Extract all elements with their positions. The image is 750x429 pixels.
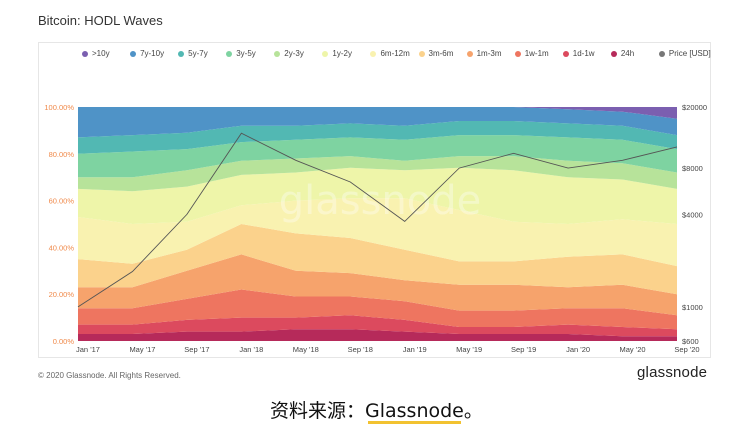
y-tick-label-left: 20.00% [49, 290, 75, 299]
legend-swatch [370, 50, 377, 57]
chart-frame [38, 42, 711, 358]
legend-label: 2y-3y [284, 49, 304, 58]
legend-item[interactable]: 1d-1w [562, 49, 595, 58]
legend-label: 3y-5y [236, 49, 256, 58]
legend-item[interactable]: >10y [82, 49, 110, 58]
x-tick-label: Jan '18 [239, 345, 263, 354]
legend-swatch [514, 50, 521, 57]
x-tick-label: May '17 [129, 345, 155, 354]
legend-item[interactable]: 24h [610, 49, 635, 58]
legend-swatch [274, 50, 281, 57]
y-axis-right: $600 $1000 $4000 $8000 $20000 [682, 103, 707, 346]
source-underline [368, 421, 461, 424]
legend-item[interactable]: 3y-5y [226, 49, 256, 58]
y-tick-label-right: $1000 [682, 303, 703, 312]
age-band-area [78, 156, 677, 192]
y-tick-label-left: 60.00% [49, 197, 75, 206]
chart-title: Bitcoin: HODL Waves [38, 13, 163, 28]
y-tick-label-left: 40.00% [49, 243, 75, 252]
legend-label: 1d-1w [572, 49, 595, 58]
chart-legend: >10y 7y-10y 5y-7y 3y-5y 2y-3y 1y-2y 6m-12m 3m-6… [82, 49, 711, 63]
price-line [77, 132, 678, 308]
y-tick-label-right: $4000 [682, 210, 703, 219]
age-band-area [78, 167, 677, 224]
legend-swatch [610, 50, 617, 57]
legend-label: Price [USD] [668, 49, 711, 58]
x-tick-label: Jan '19 [403, 345, 427, 354]
legend-item[interactable]: 6m-12m [370, 49, 410, 58]
age-band-area [78, 329, 677, 341]
y-tick-label-left: 80.00% [49, 150, 75, 159]
legend-swatch [562, 50, 569, 57]
legend-label: 5y-7y [188, 49, 208, 58]
age-band-area [78, 107, 677, 138]
age-band-area [78, 198, 677, 267]
legend-swatch [322, 50, 329, 57]
legend-swatch [82, 50, 88, 57]
x-tick-label: Sep '20 [674, 345, 699, 354]
age-band-area [78, 107, 677, 119]
legend-label: 24h [620, 49, 635, 58]
age-band-area [78, 121, 677, 154]
legend-item[interactable]: 1y-2y [322, 49, 352, 58]
x-axis: Jan '17 May '17 Sep '17 Jan '18 May '18 Sep '… [76, 345, 700, 354]
legend-swatch [178, 50, 185, 57]
x-tick-label: Jan '17 [76, 345, 100, 354]
legend-item[interactable]: 5y-7y [178, 49, 208, 58]
copyright-text: © 2020 Glassnode. All Rights Reserved. [38, 371, 181, 380]
age-band-area [78, 289, 677, 330]
y-axis-left: 0.00% 20.00% 40.00% 60.00% 80.00% 100.00% [44, 103, 74, 346]
legend-swatch [658, 50, 665, 57]
y-tick-label-right: $600 [682, 337, 699, 346]
glassnode-logo[interactable]: glassnode [637, 364, 708, 381]
y-tick-label-right: $20000 [682, 103, 707, 112]
legend-swatch [130, 50, 137, 57]
x-tick-label: May '20 [620, 345, 646, 354]
y-tick-label-left: 100.00% [44, 103, 74, 112]
legend-label: 7y-10y [140, 49, 165, 58]
legend-swatch [226, 50, 233, 57]
legend-label: 1m-3m [476, 49, 502, 58]
source-caption: 资料来源：Glassnode。 [270, 400, 483, 422]
legend-item[interactable]: 2y-3y [274, 49, 304, 58]
y-tick-label-right: $8000 [682, 164, 703, 173]
x-tick-label: May '19 [456, 345, 482, 354]
legend-item[interactable]: 7y-10y [130, 49, 164, 58]
legend-item[interactable]: Price [USD] [658, 49, 711, 58]
legend-swatch [418, 50, 425, 57]
legend-item[interactable]: 3m-6m [418, 49, 454, 58]
legend-label: 1y-2y [332, 49, 352, 58]
legend-label: 6m-12m [380, 49, 410, 58]
age-bands [78, 107, 677, 341]
age-band-area [78, 315, 677, 337]
x-tick-label: Jan '20 [566, 345, 590, 354]
x-tick-label: Sep '17 [184, 345, 209, 354]
x-tick-label: May '18 [293, 345, 319, 354]
y-tick-label-left: 0.00% [53, 337, 75, 346]
x-tick-label: Sep '18 [348, 345, 373, 354]
watermark-text: glassnode [279, 178, 482, 224]
legend-swatch [466, 50, 473, 57]
legend-label: >10y [92, 49, 110, 58]
legend-label: 3m-6m [428, 49, 454, 58]
legend-item[interactable]: 1m-3m [466, 49, 502, 58]
legend-label: 1w-1m [524, 49, 549, 58]
legend-item[interactable]: 1w-1m [514, 49, 549, 58]
age-band-area [78, 224, 677, 295]
x-tick-label: Sep '19 [511, 345, 536, 354]
age-band-area [78, 254, 677, 316]
age-band-area [78, 135, 677, 178]
